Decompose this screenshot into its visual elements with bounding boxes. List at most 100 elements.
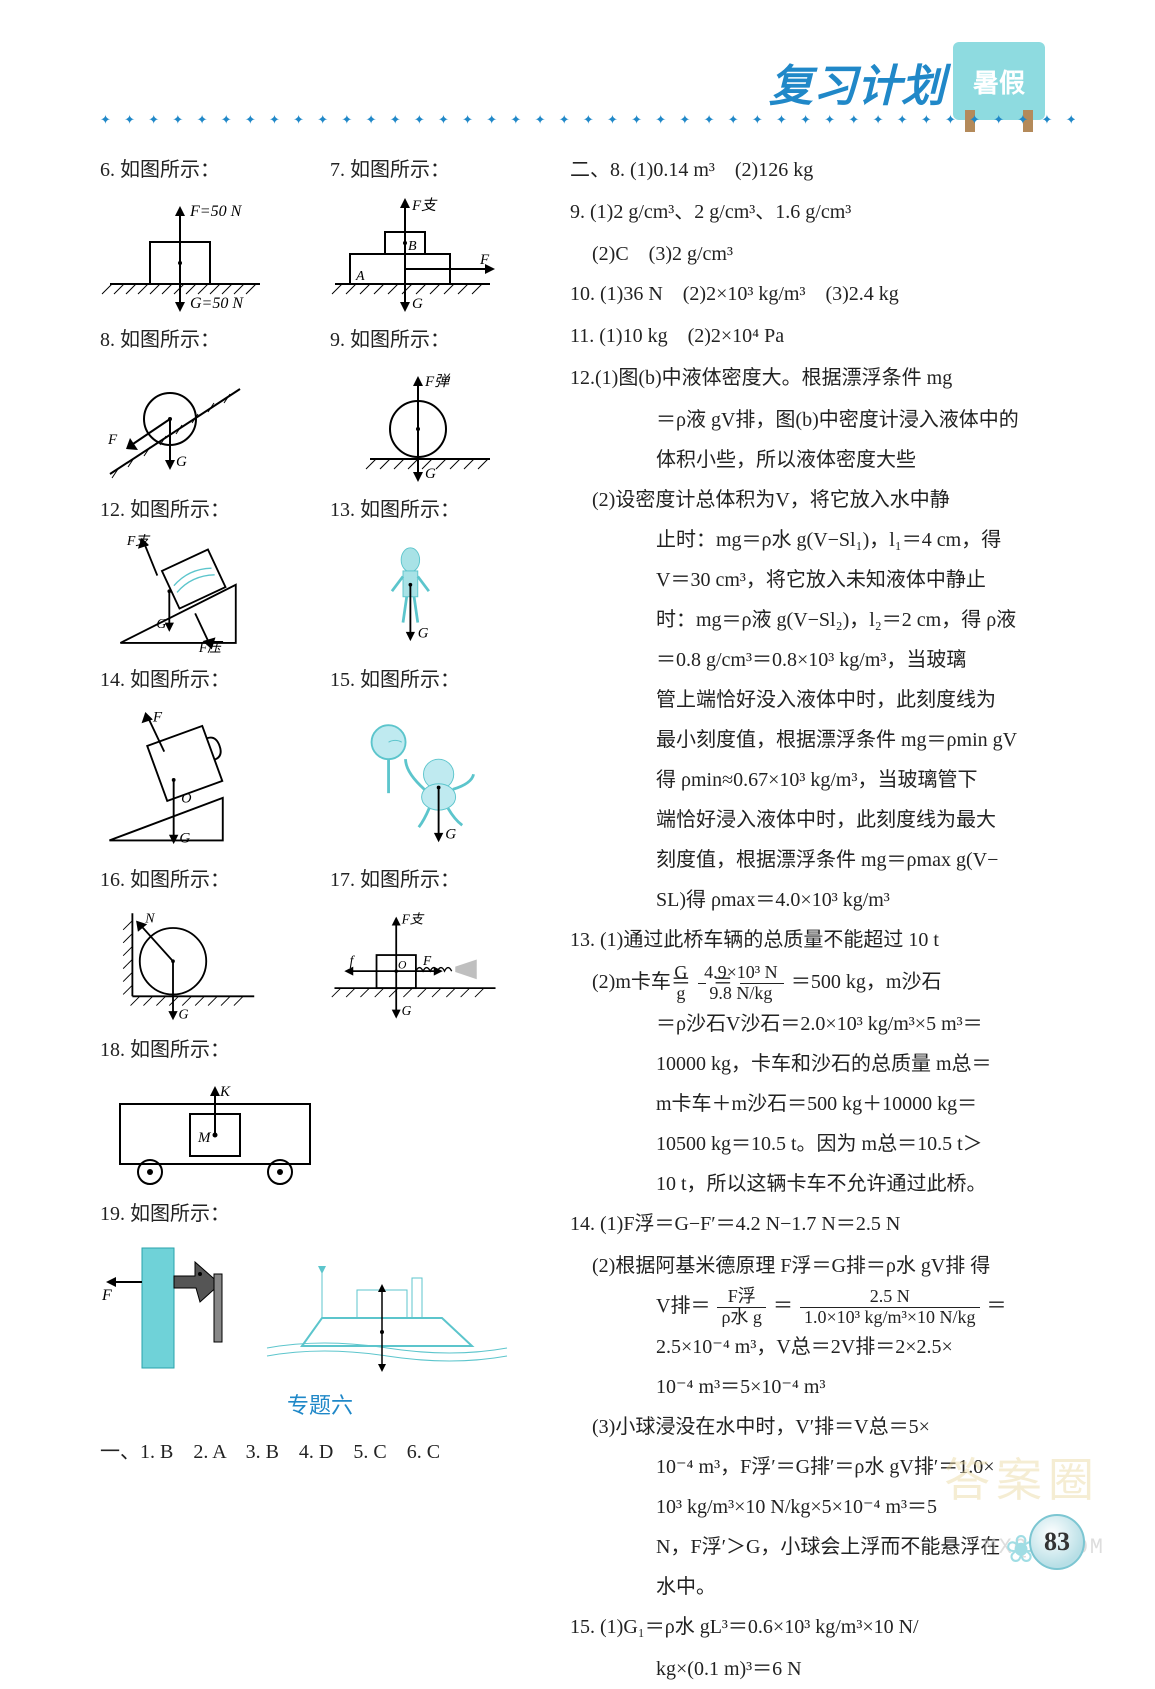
svg-text:M: M [197,1130,212,1146]
line: 水中。 [570,1567,1075,1607]
svg-text:B: B [408,239,417,254]
line-13b: (2)m卡车＝ Gg ＝ 4.9×10³ N9.8 N/kg ＝500 kg，m… [570,962,1075,1004]
fig-15: 15. 如图所示： [330,660,540,854]
line: ＝ρ液 gV排，图(b)中密度计浸入液体中的 [570,400,1075,440]
diagram-15: G [330,704,500,854]
diagram-9: F弹 G [330,364,500,484]
svg-text:N: N [144,910,155,925]
diagram-19a: F [100,1238,250,1378]
line: 10500 kg＝10.5 t。因为 m总＝10.5 t＞ [570,1124,1075,1164]
diagram-7: A B F支 F G [330,194,500,314]
right-column: 二、8. (1)0.14 m³ (2)126 kg 9. (1)2 g/cm³、… [570,150,1075,1530]
line-14c: V排＝ F浮ρ水 g ＝ 2.5 N1.0×10³ kg/m³×10 N/kg … [570,1286,1075,1328]
line: 最小刻度值，根据漂浮条件 mg＝ρmin gV [570,720,1075,760]
fig-12: 12. 如图所示： F支 [100,490,310,654]
svg-text:F: F [479,252,490,268]
svg-text:G: G [425,466,436,482]
diagram-16: N G [100,904,270,1024]
line: 15. (1)G₁＝ρ水 gL³＝0.6×10³ kg/m³×10 N/ [570,1607,1075,1647]
fig-17: 17. 如图所示： O F支 [330,860,540,1024]
svg-text:F=50 N: F=50 N [189,203,243,220]
diagram-19b [262,1238,512,1378]
line: kg×(0.1 m)³＝6 N [570,1649,1075,1689]
mc-answers: 一、1. B 2. A 3. B 4. D 5. C 6. C [100,1432,540,1472]
diagram-6: F=50 N G=50 N [100,194,270,314]
page-header: 复习计划 暑假 ✦ ✦ ✦ ✦ ✦ ✦ ✦ ✦ ✦ ✦ ✦ ✦ ✦ ✦ ✦ ✦ … [100,50,1075,140]
line: 13. (1)通过此桥车辆的总质量不能超过 10 t [570,920,1075,960]
diagram-17: O F支 f F G [330,904,500,1024]
svg-text:F压: F压 [198,640,223,654]
svg-text:G: G [445,827,456,843]
line: 10³ kg/m³×10 N/kg×5×10⁻⁴ m³＝5 [570,1487,1075,1527]
line: 9. (1)2 g/cm³、2 g/cm³、1.6 g/cm³ [570,192,1075,232]
line: (3)小球浸没在水中时，V′排＝V总＝5× [570,1407,1075,1447]
header-title: 复习计划 [769,50,945,114]
diagram-18: K M [100,1074,340,1194]
left-column: 6. 如图所示： F=50 N [100,150,540,1530]
svg-text:K: K [219,1084,231,1100]
page-number: 83 [1029,1514,1085,1570]
svg-text:F支: F支 [401,912,425,927]
svg-text:F: F [422,953,432,968]
line: 时：mg＝ρ液 g(V−Sl₂)，l₂＝2 cm，得 ρ液 [570,600,1075,640]
fig-13: 13. 如图所示： G [330,490,540,654]
line: (2)根据阿基米德原理 F浮＝G排＝ρ水 gV排 得 [570,1246,1075,1286]
svg-text:F: F [152,709,163,725]
svg-text:O: O [181,791,191,807]
line: 10000 kg，卡车和沙石的总质量 m总＝ [570,1044,1075,1084]
svg-text:G: G [179,1006,189,1021]
line: 管上端恰好没入液体中时，此刻度线为 [570,680,1075,720]
line: (2)C (3)2 g/cm³ [570,234,1075,274]
fig-7: 7. 如图所示： A B F支 [330,150,540,314]
line: 14. (1)F浮＝G−F′＝4.2 N−1.7 N＝2.5 N [570,1204,1075,1244]
svg-text:F支: F支 [411,197,438,214]
svg-text:F弹: F弹 [424,373,451,390]
svg-text:G: G [176,454,187,470]
fig-9: 9. 如图所示： F弹 G [330,320,540,484]
header-badge: 暑假 [953,42,1045,120]
line: 止时：mg＝ρ水 g(V−Sl₁)，l₁＝4 cm，得 [570,520,1075,560]
line: 得 ρmin≈0.67×10³ kg/m³，当玻璃管下 [570,760,1075,800]
line: 2.5×10⁻⁴ m³，V总＝2V排＝2×2.5× [570,1327,1075,1367]
topic-title: 专题六 [100,1384,540,1428]
line: 10 t，所以这辆卡车不允许通过此桥。 [570,1164,1075,1204]
line: 12.(1)图(b)中液体密度大。根据漂浮条件 mg [570,358,1075,398]
diagram-13: G [330,534,500,654]
line: 端恰好浸入液体中时，此刻度线为最大 [570,800,1075,840]
svg-text:G=50 N: G=50 N [190,295,244,312]
line: 体积小些，所以液体密度大些 [570,440,1075,480]
fig-8: 8. 如图所示： F G [100,320,310,484]
line: 刻度值，根据漂浮条件 mg＝ρmax g(V− [570,840,1075,880]
page: 复习计划 暑假 ✦ ✦ ✦ ✦ ✦ ✦ ✦ ✦ ✦ ✦ ✦ ✦ ✦ ✦ ✦ ✦ … [0,0,1155,1600]
diagram-8: F G [100,364,270,484]
line: m卡车＋m沙石＝500 kg＋10000 kg＝ [570,1084,1075,1124]
line: (2)设密度计总体积为V，将它放入水中静 [570,480,1075,520]
fig-14: 14. 如图所示： O F [100,660,310,854]
diagram-12: F支 G F压 [100,534,270,654]
svg-text:G: G [402,1003,412,1018]
line: 10. (1)36 N (2)2×10³ kg/m³ (3)2.4 kg [570,274,1075,314]
svg-text:G: G [179,830,190,846]
line: 10⁻⁴ m³，F浮′＝G排′＝ρ水 gV排′＝1.0× [570,1447,1075,1487]
line: V＝30 cm³，将它放入未知液体中静止 [570,560,1075,600]
svg-text:G: G [156,616,166,631]
fig-6: 6. 如图所示： F=50 N [100,150,310,314]
line: 10⁻⁴ m³＝5×10⁻⁴ m³ [570,1367,1075,1407]
diagram-14: O F G [100,704,270,854]
svg-text:F: F [101,1287,112,1304]
line: N，F浮′＞G，小球会上浮而不能悬浮在 [570,1527,1075,1567]
svg-text:F: F [107,432,118,448]
svg-text:G: G [418,625,429,641]
header-star-row: ✦ ✦ ✦ ✦ ✦ ✦ ✦ ✦ ✦ ✦ ✦ ✦ ✦ ✦ ✦ ✦ ✦ ✦ ✦ ✦ … [100,112,1075,126]
line: 二、8. (1)0.14 m³ (2)126 kg [570,150,1075,190]
svg-text:f: f [350,953,356,968]
svg-text:O: O [398,958,407,971]
svg-text:A: A [355,269,365,284]
line: ＝ρ沙石V沙石＝2.0×10³ kg/m³×5 m³＝ [570,1004,1075,1044]
line: ＝0.8 g/cm³＝0.8×10³ kg/m³，当玻璃 [570,640,1075,680]
svg-text:F支: F支 [126,534,151,548]
line: SL)得 ρmax＝4.0×10³ kg/m³ [570,880,1075,920]
content-columns: 6. 如图所示： F=50 N [100,150,1075,1530]
svg-text:G: G [412,296,423,312]
fig-16: 16. 如图所示： N G [100,860,310,1024]
